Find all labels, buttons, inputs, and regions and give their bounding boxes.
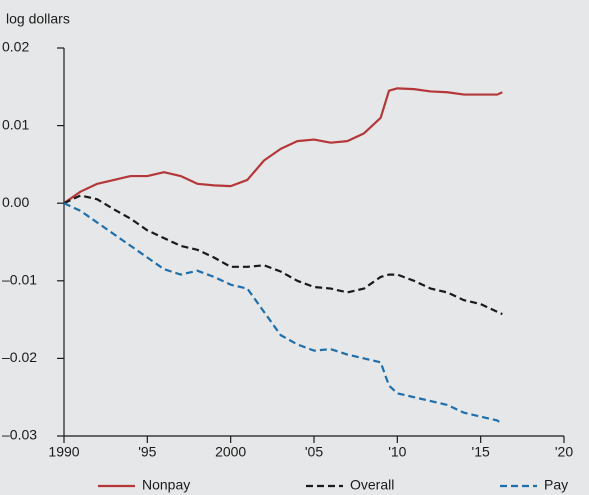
x-tick-label: '20 xyxy=(555,444,573,460)
x-tick-label: 1990 xyxy=(48,444,79,460)
x-tick-label: '15 xyxy=(472,444,490,460)
series-line xyxy=(63,194,503,316)
x-tick-label: '05 xyxy=(305,444,323,460)
y-axis-label: log dollars xyxy=(6,11,70,27)
x-tick-label: '10 xyxy=(388,444,406,460)
y-tick-label: –0.01 xyxy=(2,272,37,288)
y-tick-label: –0.03 xyxy=(2,427,37,443)
legend-label: Nonpay xyxy=(142,477,190,493)
legend-label: Overall xyxy=(350,477,394,493)
x-tick-label: '95 xyxy=(138,444,156,460)
y-tick-label: 0.00 xyxy=(2,194,29,210)
y-tick-label: 0.02 xyxy=(2,39,29,55)
y-tick-label: 0.01 xyxy=(2,116,29,132)
y-tick-label: –0.02 xyxy=(2,349,37,365)
series-line xyxy=(63,202,504,426)
legend-label: Pay xyxy=(544,477,568,493)
x-tick-label: 2000 xyxy=(215,444,246,460)
series-line xyxy=(63,87,503,205)
